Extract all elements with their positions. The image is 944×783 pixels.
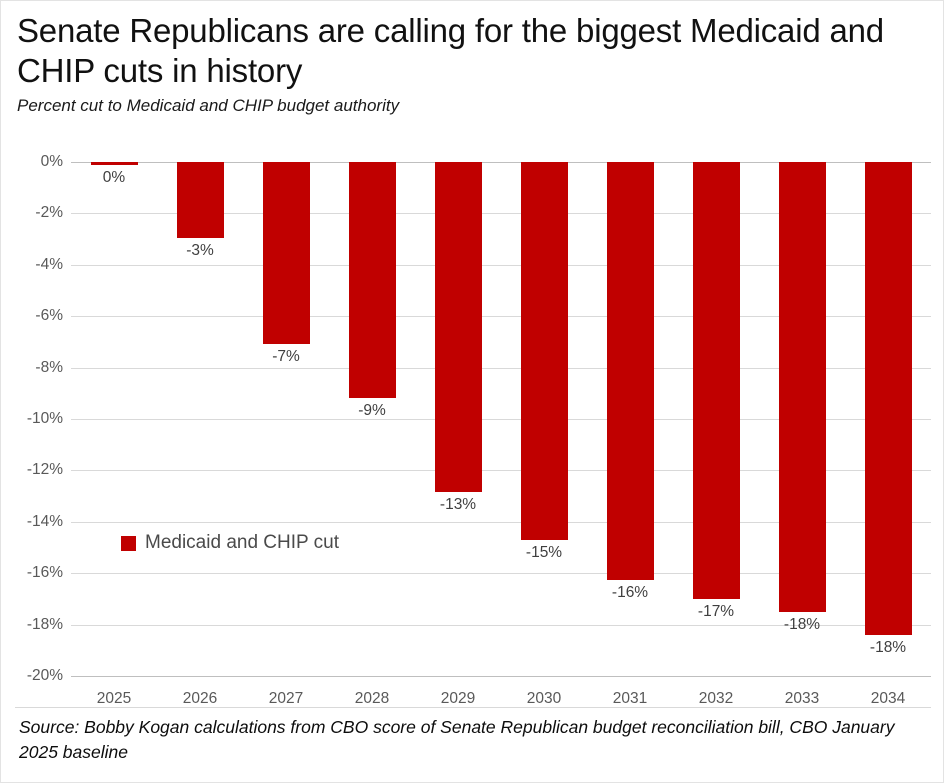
y-axis-tick-label: -14% <box>26 513 63 530</box>
gridline <box>71 625 931 626</box>
legend-color-swatch-icon <box>121 535 136 551</box>
y-axis-tick-label: -4% <box>35 256 63 273</box>
bar[interactable] <box>521 162 568 540</box>
bar[interactable] <box>693 162 740 599</box>
gridline <box>71 470 931 471</box>
x-axis-tick-label: 2031 <box>612 690 648 707</box>
bar[interactable] <box>607 162 654 580</box>
x-axis-tick-label: 2029 <box>440 690 476 707</box>
chart-header: Senate Republicans are calling for the b… <box>17 11 933 117</box>
bar-data-label: -13% <box>439 496 477 513</box>
bar-data-label: -16% <box>611 584 649 601</box>
x-axis-tick-label: 2032 <box>698 690 734 707</box>
y-axis-tick-label: -12% <box>26 461 63 478</box>
legend-item-label: Medicaid and CHIP cut <box>145 532 339 553</box>
bar-data-label: 0% <box>102 169 126 186</box>
page-title: Senate Republicans are calling for the b… <box>17 12 884 89</box>
gridline <box>71 573 931 574</box>
bar[interactable] <box>865 162 912 635</box>
x-axis-tick-label: 2027 <box>268 690 304 707</box>
footer-divider <box>15 707 931 708</box>
y-axis-tick-label: -10% <box>26 410 63 427</box>
x-axis-tick-label: 2025 <box>96 690 132 707</box>
gridline <box>71 676 931 677</box>
gridline <box>71 419 931 420</box>
bar[interactable] <box>263 162 310 344</box>
y-axis-tick-label: -18% <box>26 616 63 633</box>
bar[interactable] <box>91 162 138 165</box>
x-axis-tick-label: 2026 <box>182 690 218 707</box>
bar-data-label: -15% <box>525 544 563 561</box>
gridline <box>71 316 931 317</box>
bar[interactable] <box>779 162 826 612</box>
bar[interactable] <box>349 162 396 398</box>
chart-subtitle: Percent cut to Medicaid and CHIP budget … <box>17 96 400 115</box>
source-note: Source: Bobby Kogan calculations from CB… <box>19 717 895 762</box>
y-axis-tick-label: 0% <box>40 153 63 170</box>
y-axis-tick-label: -16% <box>26 564 63 581</box>
gridline <box>71 162 931 163</box>
gridline <box>71 213 931 214</box>
x-axis-tick-label: 2033 <box>784 690 820 707</box>
x-axis-tick-label: 2034 <box>870 690 906 707</box>
bar[interactable] <box>177 162 224 238</box>
bar-data-label: -18% <box>869 639 907 656</box>
x-axis-tick-label: 2030 <box>526 690 562 707</box>
chart-legend: Medicaid and CHIP cut <box>121 532 339 554</box>
bar-data-label: -17% <box>697 603 735 620</box>
bar-data-label: -9% <box>358 402 386 419</box>
y-axis-tick-label: -6% <box>35 307 63 324</box>
gridline <box>71 522 931 523</box>
bar-data-label: -18% <box>783 616 821 633</box>
y-axis-tick-label: -2% <box>35 204 63 221</box>
x-axis-tick-label: 2028 <box>354 690 390 707</box>
gridline <box>71 265 931 266</box>
bar-data-label: -7% <box>272 348 300 365</box>
y-axis-tick-label: -8% <box>35 359 63 376</box>
gridline <box>71 368 931 369</box>
bar[interactable] <box>435 162 482 492</box>
bar-data-label: -3% <box>186 242 214 259</box>
y-axis-tick-label: -20% <box>26 667 63 684</box>
